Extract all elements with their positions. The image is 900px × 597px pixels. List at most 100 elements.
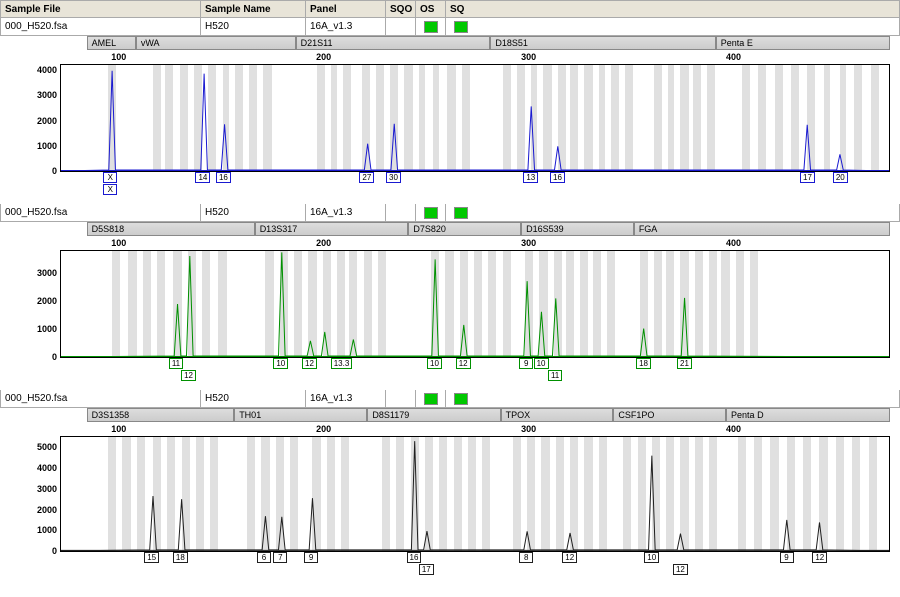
- marker-label: D7S820: [408, 222, 521, 236]
- y-tick: 3000: [37, 268, 57, 278]
- allele-call[interactable]: 30: [386, 172, 401, 183]
- plot-area[interactable]: 010002000300040005000: [60, 436, 890, 552]
- marker-label: D18S51: [490, 36, 715, 50]
- column-header-row: Sample File Sample Name Panel SQO OS SQ: [0, 0, 900, 18]
- allele-call[interactable]: X: [103, 184, 117, 195]
- y-tick: 0: [52, 546, 57, 556]
- x-tick: 200: [316, 424, 331, 434]
- allele-call[interactable]: 10: [273, 358, 288, 369]
- y-tick: 0: [52, 352, 57, 362]
- marker-label: vWA: [136, 36, 296, 50]
- marker-label: Penta E: [716, 36, 890, 50]
- allele-call[interactable]: 12: [562, 552, 577, 563]
- allele-call[interactable]: 12: [181, 370, 196, 381]
- col-sq: SQ: [446, 1, 476, 17]
- sq-status: [446, 18, 476, 35]
- marker-label: D5S818: [87, 222, 255, 236]
- os-status: [416, 390, 446, 407]
- allele-call[interactable]: 14: [195, 172, 210, 183]
- marker-label: D13S317: [255, 222, 409, 236]
- allele-call[interactable]: 11: [169, 358, 183, 369]
- allele-call[interactable]: 16: [550, 172, 565, 183]
- allele-call[interactable]: 12: [302, 358, 317, 369]
- status-indicator-icon: [424, 393, 438, 405]
- x-tick: 200: [316, 238, 331, 248]
- allele-call-row: 15 18 67 9 1617 8 12 10 12 9 12: [60, 552, 890, 578]
- marker-label: D16S539: [521, 222, 634, 236]
- x-tick: 100: [111, 238, 126, 248]
- status-indicator-icon: [454, 207, 468, 219]
- y-tick: 1000: [37, 525, 57, 535]
- allele-call[interactable]: 16: [216, 172, 231, 183]
- allele-call[interactable]: 17: [800, 172, 815, 183]
- status-indicator-icon: [424, 21, 438, 33]
- y-axis: 01000200030004000: [21, 65, 59, 171]
- allele-call[interactable]: 18: [636, 358, 651, 369]
- trace-line: [61, 65, 889, 171]
- trace-line: [61, 251, 889, 357]
- x-tick: 100: [111, 424, 126, 434]
- x-axis: 100200300400: [60, 52, 890, 64]
- allele-call[interactable]: 10: [427, 358, 442, 369]
- sqo-cell: [386, 18, 416, 35]
- allele-call[interactable]: 6: [257, 552, 271, 563]
- allele-call[interactable]: 8: [519, 552, 533, 563]
- marker-label: D3S1358: [87, 408, 235, 422]
- marker-bar: D5S818D13S317D7S820D16S539FGA: [60, 222, 890, 238]
- x-tick: 200: [316, 52, 331, 62]
- y-tick: 3000: [37, 90, 57, 100]
- y-tick: 4000: [37, 65, 57, 75]
- col-os: OS: [416, 1, 446, 17]
- marker-label: AMEL: [87, 36, 136, 50]
- status-indicator-icon: [454, 393, 468, 405]
- allele-call[interactable]: 27: [359, 172, 374, 183]
- x-tick: 400: [726, 238, 741, 248]
- y-tick: 1000: [37, 141, 57, 151]
- allele-call[interactable]: 7: [273, 552, 287, 563]
- marker-label: FGA: [634, 222, 890, 236]
- marker-label: CSF1PO: [613, 408, 726, 422]
- allele-call[interactable]: 20: [833, 172, 848, 183]
- allele-call[interactable]: 18: [173, 552, 188, 563]
- os-status: [416, 18, 446, 35]
- allele-call[interactable]: 16: [407, 552, 422, 563]
- allele-call[interactable]: 9: [780, 552, 794, 563]
- marker-label: D21S11: [296, 36, 491, 50]
- y-tick: 4000: [37, 463, 57, 473]
- allele-call[interactable]: 9: [304, 552, 318, 563]
- sample-file-cell: 000_H520.fsa: [1, 18, 201, 35]
- col-sample-name: Sample Name: [201, 1, 306, 17]
- sample-info-row: 000_H520.fsaH52016A_v1.3: [0, 390, 900, 408]
- sample-name-cell: H520: [201, 18, 306, 35]
- electropherogram-panel: 000_H520.fsaH52016A_v1.3D5S818D13S317D7S…: [0, 204, 900, 384]
- marker-label: TPOX: [501, 408, 614, 422]
- y-tick: 3000: [37, 484, 57, 494]
- x-tick: 100: [111, 52, 126, 62]
- plot-area[interactable]: 0100020003000: [60, 250, 890, 358]
- allele-call[interactable]: X: [103, 172, 117, 183]
- allele-call[interactable]: 12: [673, 564, 688, 575]
- x-tick: 300: [521, 238, 536, 248]
- allele-call[interactable]: 9: [519, 358, 533, 369]
- x-tick: 300: [521, 52, 536, 62]
- allele-call[interactable]: 17: [419, 564, 434, 575]
- allele-call[interactable]: 10: [534, 358, 549, 369]
- allele-call[interactable]: 12: [456, 358, 471, 369]
- allele-call[interactable]: 10: [644, 552, 659, 563]
- marker-bar: D3S1358TH01D8S1179TPOXCSF1POPenta D: [60, 408, 890, 424]
- marker-bar: AMELvWAD21S11D18S51Penta E: [60, 36, 890, 52]
- allele-call[interactable]: 15: [144, 552, 159, 563]
- allele-call[interactable]: 21: [677, 358, 692, 369]
- panel-cell: 16A_v1.3: [306, 204, 386, 221]
- x-tick: 300: [521, 424, 536, 434]
- y-axis: 010002000300040005000: [21, 437, 59, 551]
- allele-call-row: XX 14 16 27 30 13 16 17 20: [60, 172, 890, 198]
- x-axis: 100 200 300 400: [60, 238, 890, 250]
- allele-call[interactable]: 11: [548, 370, 562, 381]
- allele-call[interactable]: 12: [812, 552, 827, 563]
- plot-area[interactable]: 01000200030004000: [60, 64, 890, 172]
- allele-call[interactable]: 13: [523, 172, 538, 183]
- electropherogram-panel: 000_H520.fsaH52016A_v1.3AMELvWAD21S11D18…: [0, 18, 900, 198]
- sample-info-row: 000_H520.fsaH52016A_v1.3: [0, 18, 900, 36]
- allele-call[interactable]: 13.3: [331, 358, 353, 369]
